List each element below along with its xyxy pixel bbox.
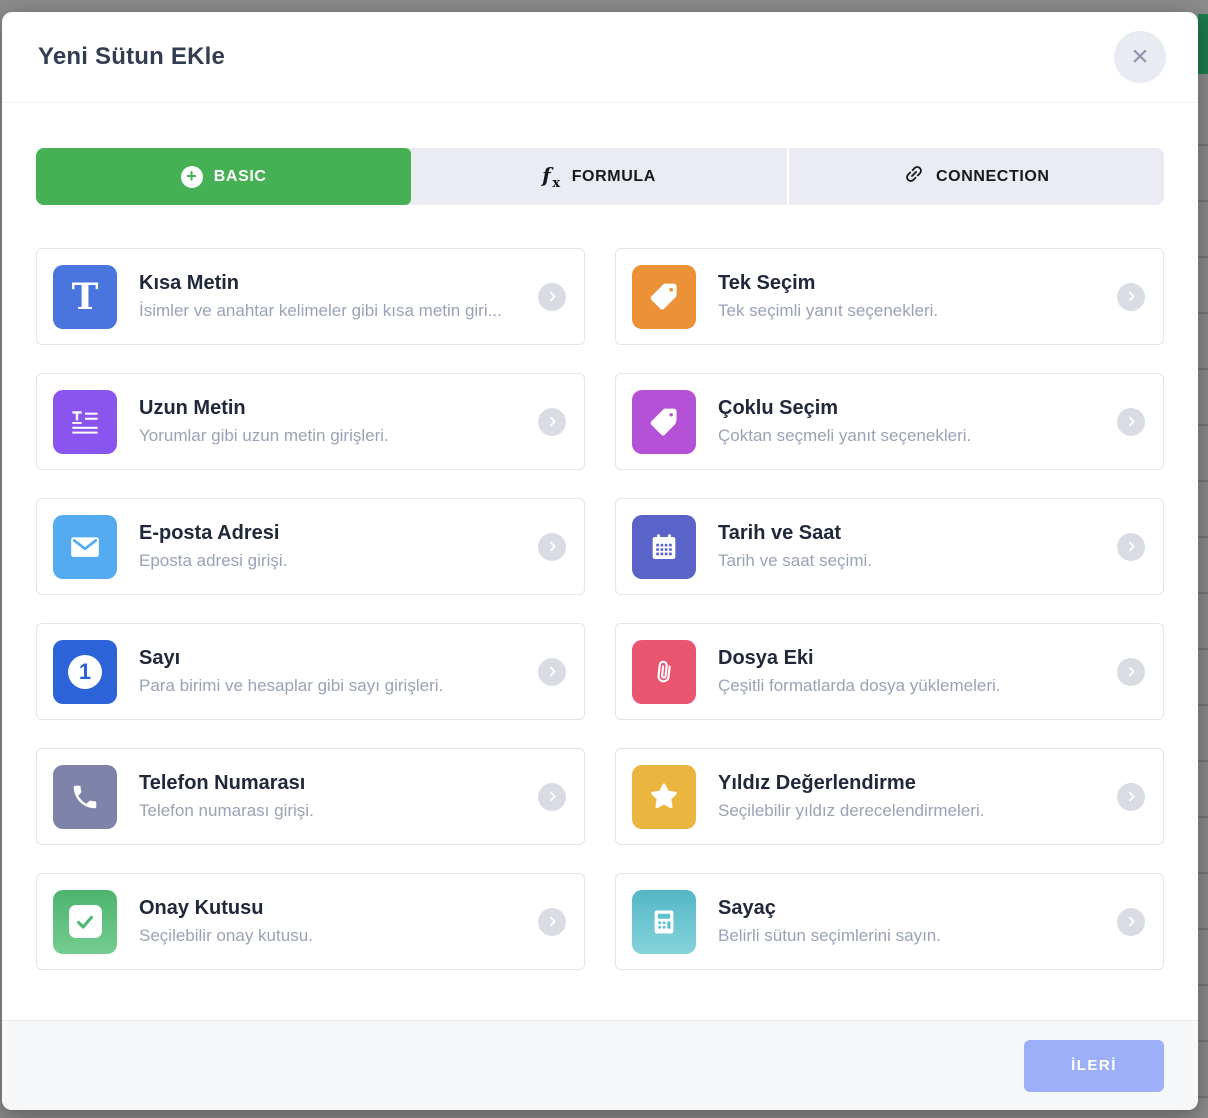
envelope-icon <box>53 514 117 579</box>
card-description: Telefon numarası girişi. <box>139 801 314 820</box>
card-tek-secim[interactable]: Tek Seçim Tek seçimli yanıt seçenekleri. <box>615 248 1164 345</box>
chevron-right-icon <box>1117 907 1145 936</box>
card-title: Tarih ve Saat <box>718 522 842 544</box>
close-button[interactable]: × <box>1114 31 1166 83</box>
long-text-icon <box>53 389 117 454</box>
card-coklu-secim[interactable]: Çoklu Seçim Çoktan seçmeli yanıt seçenek… <box>615 373 1164 470</box>
card-title: Kısa Metin <box>139 272 240 294</box>
chevron-right-icon <box>1117 782 1145 811</box>
card-description: İsimler ve anahtar kelimeler gibi kısa m… <box>139 301 502 320</box>
card-onay-kutusu[interactable]: Onay Kutusu Seçilebilir onay kutusu. <box>36 873 585 970</box>
short-text-icon: T <box>53 264 117 329</box>
tag-icon <box>632 264 696 329</box>
card-description: Çoktan seçmeli yanıt seçenekleri. <box>718 426 972 445</box>
card-title: Sayaç <box>718 897 776 919</box>
card-description: Yorumlar gibi uzun metin girişleri. <box>139 426 389 445</box>
card-eposta-adresi[interactable]: E-posta Adresi Eposta adresi girişi. <box>36 498 585 595</box>
card-title: E-posta Adresi <box>139 522 280 544</box>
column-type-grid: T Kısa Metin İsimler ve anahtar kelimele… <box>36 248 1164 970</box>
card-title: Tek Seçim <box>718 272 816 294</box>
card-sayac[interactable]: Sayaç Belirli sütun seçimlerini sayın. <box>615 873 1164 970</box>
chevron-right-icon <box>538 282 566 311</box>
chevron-right-icon <box>538 532 566 561</box>
modal-header: Yeni Sütun EKle × <box>2 12 1198 103</box>
checkbox-icon <box>53 889 117 954</box>
card-title: Sayı <box>139 647 181 669</box>
modal-footer: İLERİ <box>2 1020 1198 1110</box>
chevron-right-icon <box>538 907 566 936</box>
number-one-icon: 1 <box>53 639 117 704</box>
card-title: Uzun Metin <box>139 397 246 419</box>
link-icon <box>903 163 925 190</box>
chevron-right-icon <box>538 407 566 436</box>
card-title: Çoklu Seçim <box>718 397 839 419</box>
card-description: Eposta adresi girişi. <box>139 551 288 570</box>
card-description: Tarih ve saat seçimi. <box>718 551 872 570</box>
fx-icon: fx <box>542 162 561 191</box>
add-column-modal: Yeni Sütun EKle × + BASIC fx FORMULA CON… <box>2 12 1198 1110</box>
card-telefon-numarasi[interactable]: Telefon Numarası Telefon numarası girişi… <box>36 748 585 845</box>
card-title: Dosya Eki <box>718 647 814 669</box>
card-description: Seçilebilir onay kutusu. <box>139 926 313 945</box>
card-description: Belirli sütun seçimlerini sayın. <box>718 926 941 945</box>
card-description: Seçilebilir yıldız derecelendirmeleri. <box>718 801 985 820</box>
chevron-right-icon <box>538 657 566 686</box>
tab-formula-label: FORMULA <box>571 167 656 185</box>
calendar-icon <box>632 514 696 579</box>
phone-icon <box>53 764 117 829</box>
card-description: Tek seçimli yanıt seçenekleri. <box>718 301 939 320</box>
tab-connection[interactable]: CONNECTION <box>786 148 1164 205</box>
chevron-right-icon <box>1117 657 1145 686</box>
tab-basic[interactable]: + BASIC <box>36 148 412 205</box>
chevron-right-icon <box>538 782 566 811</box>
card-sayi[interactable]: 1 Sayı Para birimi ve hesaplar gibi sayı… <box>36 623 585 720</box>
page-title: Yeni Sütun EKle <box>38 43 226 70</box>
card-title: Onay Kutusu <box>139 897 264 919</box>
card-tarih-ve-saat[interactable]: Tarih ve Saat Tarih ve saat seçimi. <box>615 498 1164 595</box>
card-uzun-metin[interactable]: Uzun Metin Yorumlar gibi uzun metin giri… <box>36 373 585 470</box>
chevron-right-icon <box>1117 407 1145 436</box>
paperclip-icon <box>632 639 696 704</box>
tags-icon <box>632 389 696 454</box>
calculator-icon <box>632 889 696 954</box>
card-yildiz-degerlendirme[interactable]: Yıldız Değerlendirme Seçilebilir yıldız … <box>615 748 1164 845</box>
tab-basic-label: BASIC <box>213 167 267 185</box>
chevron-right-icon <box>1117 282 1145 311</box>
card-description: Çeşitli formatlarda dosya yüklemeleri. <box>718 676 1001 695</box>
star-icon <box>632 764 696 829</box>
tab-bar: + BASIC fx FORMULA CONNECTION <box>36 148 1164 205</box>
card-description: Para birimi ve hesaplar gibi sayı girişl… <box>139 676 444 695</box>
background-app-rows <box>1197 90 1208 1100</box>
card-dosya-eki[interactable]: Dosya Eki Çeşitli formatlarda dosya yükl… <box>615 623 1164 720</box>
close-icon: × <box>1131 40 1149 73</box>
plus-circle-icon: + <box>180 165 203 188</box>
chevron-right-icon <box>1117 532 1145 561</box>
card-title: Telefon Numarası <box>139 772 306 794</box>
background-app-green-strip <box>1198 14 1208 74</box>
card-kisa-metin[interactable]: T Kısa Metin İsimler ve anahtar kelimele… <box>36 248 585 345</box>
tab-formula[interactable]: fx FORMULA <box>411 148 786 205</box>
tab-connection-label: CONNECTION <box>936 167 1050 185</box>
card-title: Yıldız Değerlendirme <box>718 772 916 794</box>
next-button[interactable]: İLERİ <box>1024 1039 1164 1092</box>
